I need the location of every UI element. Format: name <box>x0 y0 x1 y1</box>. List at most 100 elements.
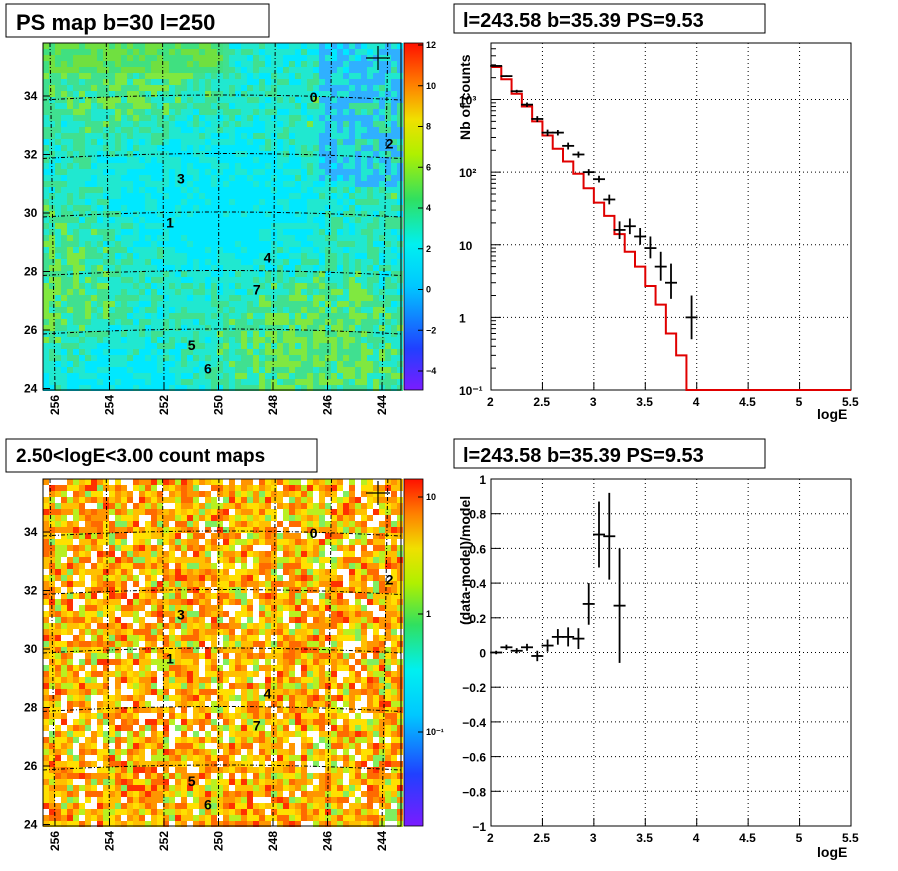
map-pixel <box>67 235 73 241</box>
map-pixel <box>79 355 85 361</box>
map-pixel <box>355 169 361 175</box>
map-pixel <box>115 181 121 187</box>
map-pixel <box>145 367 151 373</box>
map-pixel <box>211 169 217 175</box>
map-pixel <box>61 235 67 241</box>
map-pixel <box>361 587 367 593</box>
map-pixel <box>157 193 163 199</box>
map-pixel <box>235 485 241 491</box>
map-pixel <box>313 485 319 491</box>
map-pixel <box>319 379 325 385</box>
map-pixel <box>241 611 247 617</box>
map-pixel <box>121 563 127 569</box>
map-pixel <box>175 55 181 61</box>
map-pixel <box>127 193 133 199</box>
map-pixel <box>127 361 133 367</box>
map-pixel <box>373 73 379 79</box>
map-pixel <box>289 593 295 599</box>
map-pixel <box>265 379 271 385</box>
map-pixel <box>397 527 403 533</box>
map-pixel <box>121 521 127 527</box>
map-pixel <box>313 103 319 109</box>
map-pixel <box>355 521 361 527</box>
map-pixel <box>199 211 205 217</box>
map-pixel <box>379 145 385 151</box>
map-pixel <box>307 593 313 599</box>
map-pixel <box>169 43 175 49</box>
map-pixel <box>97 563 103 569</box>
map-pixel <box>361 361 367 367</box>
map-pixel <box>307 265 313 271</box>
map-pixel <box>103 491 109 497</box>
map-pixel <box>343 551 349 557</box>
map-pixel <box>157 307 163 313</box>
map-pixel <box>385 319 391 325</box>
map-pixel <box>247 103 253 109</box>
map-pixel <box>235 259 241 265</box>
map-pixel <box>331 277 337 283</box>
map-pixel <box>121 55 127 61</box>
map-pixel <box>373 617 379 623</box>
map-pixel <box>289 259 295 265</box>
map-pixel <box>139 533 145 539</box>
map-pixel <box>205 61 211 67</box>
map-pixel <box>163 259 169 265</box>
map-pixel <box>289 199 295 205</box>
map-pixel <box>253 175 259 181</box>
map-pixel <box>295 247 301 253</box>
map-pixel <box>277 211 283 217</box>
map-pixel <box>307 343 313 349</box>
map-pixel <box>103 163 109 169</box>
map-pixel <box>187 43 193 49</box>
map-pixel <box>43 575 49 581</box>
map-pixel <box>115 277 121 283</box>
map-pixel <box>175 121 181 127</box>
map-pixel <box>397 319 403 325</box>
map-pixel <box>85 169 91 175</box>
map-pixel <box>283 205 289 211</box>
map-pixel <box>181 361 187 367</box>
map-pixel <box>367 533 373 539</box>
map-pixel <box>115 91 121 97</box>
map-pixel <box>217 205 223 211</box>
map-pixel <box>277 199 283 205</box>
map-pixel <box>175 569 181 575</box>
map-pixel <box>175 361 181 367</box>
map-pixel <box>211 385 217 391</box>
map-pixel <box>217 157 223 163</box>
map-pixel <box>385 139 391 145</box>
map-pixel <box>127 211 133 217</box>
map-pixel <box>295 223 301 229</box>
map-pixel <box>373 355 379 361</box>
map-pixel <box>127 503 133 509</box>
map-pixel <box>241 127 247 133</box>
map-pixel <box>319 349 325 355</box>
map-pixel <box>187 521 193 527</box>
map-pixel <box>379 575 385 581</box>
map-pixel <box>139 55 145 61</box>
map-pixel <box>217 337 223 343</box>
map-pixel <box>97 241 103 247</box>
map-pixel <box>265 337 271 343</box>
map-pixel <box>43 557 49 563</box>
map-pixel <box>115 617 121 623</box>
map-pixel <box>73 587 79 593</box>
map-pixel <box>259 115 265 121</box>
map-pixel <box>271 145 277 151</box>
map-pixel <box>289 361 295 367</box>
map-pixel <box>319 259 325 265</box>
map-pixel <box>49 379 55 385</box>
map-pixel <box>139 479 145 485</box>
map-pixel <box>121 355 127 361</box>
map-pixel <box>169 355 175 361</box>
map-pixel <box>121 545 127 551</box>
map-pixel <box>259 67 265 73</box>
map-pixel <box>73 49 79 55</box>
map-pixel <box>385 367 391 373</box>
map-pixel <box>85 67 91 73</box>
map-pixel <box>139 575 145 581</box>
map-pixel <box>193 277 199 283</box>
map-pixel <box>151 253 157 259</box>
map-pixel <box>265 307 271 313</box>
map-pixel <box>397 139 403 145</box>
